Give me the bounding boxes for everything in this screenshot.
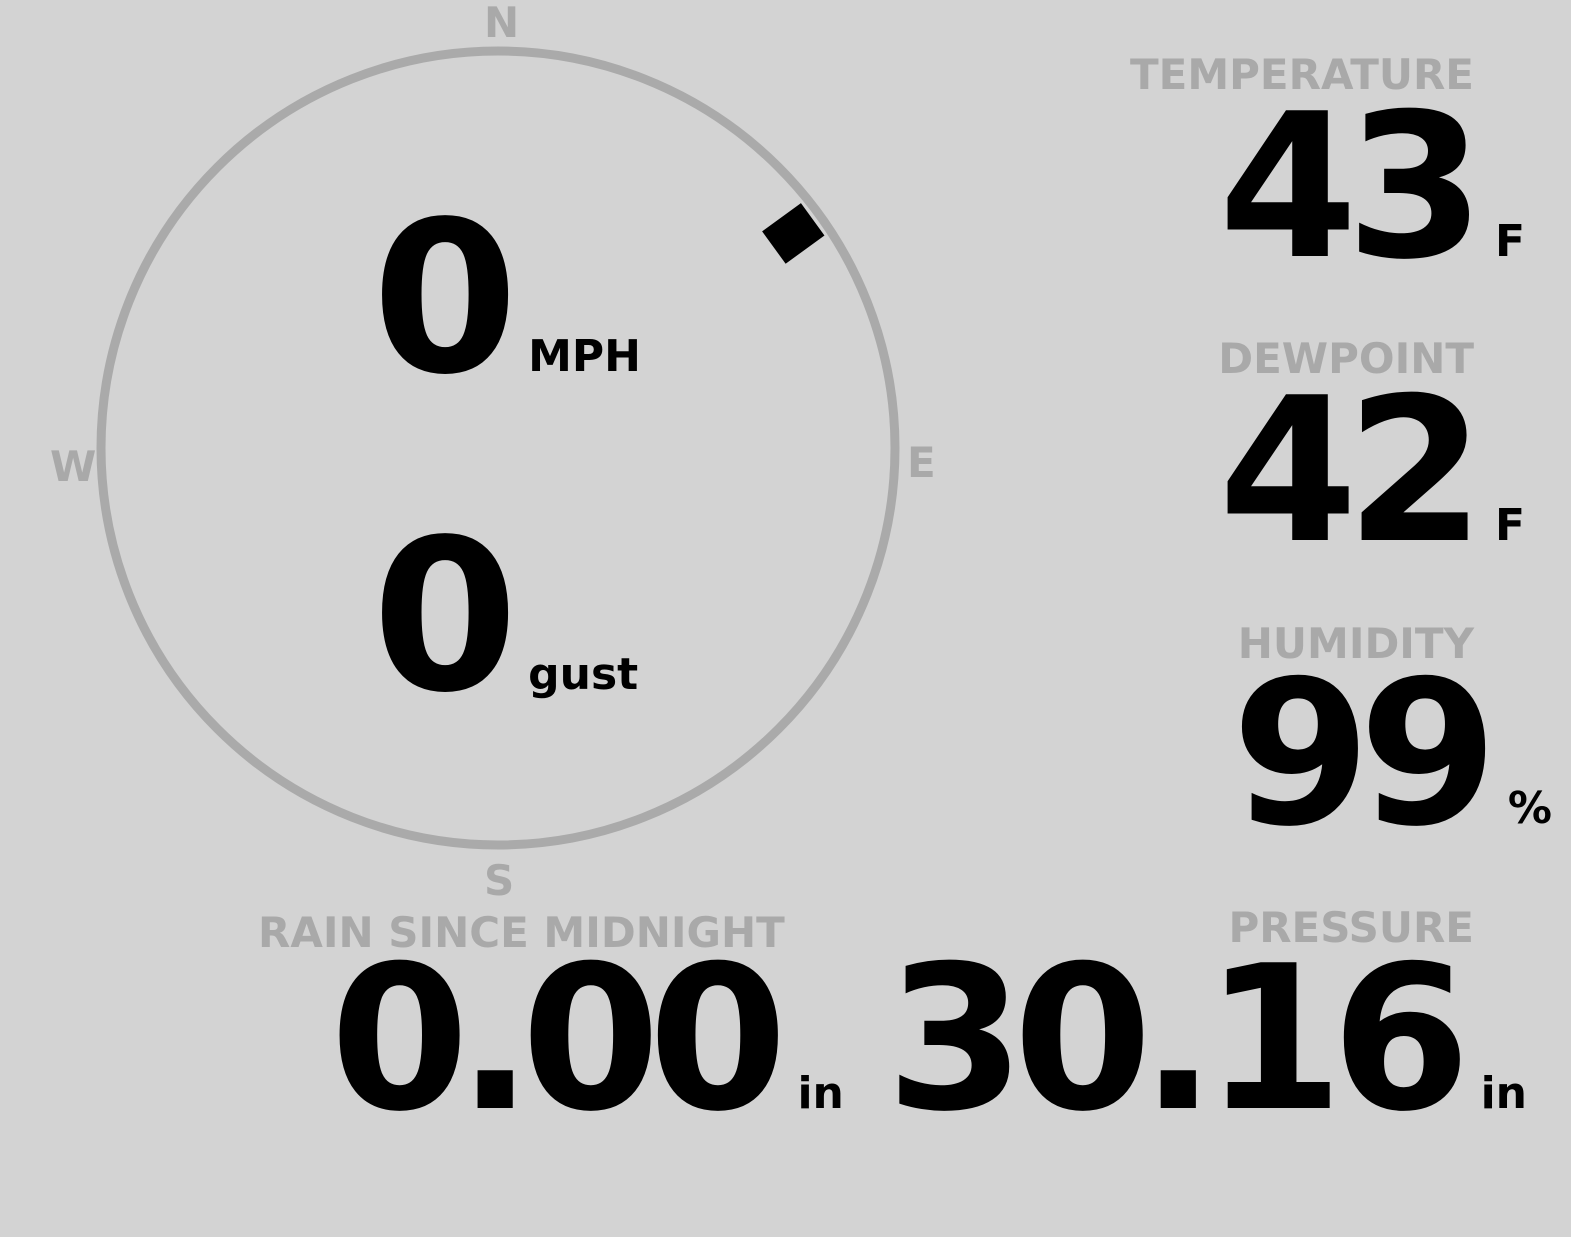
temperature-readout: 43 F <box>1219 88 1525 288</box>
pressure-label: PRESSURE <box>1228 903 1474 952</box>
compass-east: E <box>907 438 936 487</box>
wind-speed-value: 0 <box>372 176 518 421</box>
humidity-unit: % <box>1507 783 1552 834</box>
wind-gust-unit: gust <box>528 649 639 700</box>
dewpoint-label: DEWPOINT <box>1218 334 1474 383</box>
pressure-value: 30.16 <box>885 923 1471 1156</box>
humidity-readout: 99 % <box>1232 655 1552 855</box>
wind-direction-marker <box>762 203 825 264</box>
temperature-label: TEMPERATURE <box>1130 50 1474 99</box>
compass-north: N <box>484 0 520 47</box>
pressure-unit: in <box>1480 1068 1527 1119</box>
dewpoint-readout: 42 F <box>1219 372 1525 572</box>
wind-speed-unit: MPH <box>528 331 641 382</box>
compass-west: W <box>50 442 97 491</box>
wind-gust-value: 0 <box>372 494 518 739</box>
compass-south: S <box>484 856 515 905</box>
rain-value: 0.00 <box>330 923 787 1156</box>
wind-gust-readout: 0 gust <box>372 512 638 722</box>
rain-readout: 0.00 in <box>330 940 844 1140</box>
temperature-unit: F <box>1494 216 1525 267</box>
pressure-readout: 30.16 in <box>886 940 1527 1140</box>
compass-ring <box>96 46 900 850</box>
rain-unit: in <box>797 1068 844 1119</box>
temperature-value: 43 <box>1218 71 1485 304</box>
humidity-value: 99 <box>1231 638 1498 871</box>
dewpoint-unit: F <box>1494 500 1525 551</box>
dewpoint-value: 42 <box>1218 355 1485 588</box>
rain-label: RAIN SINCE MIDNIGHT <box>258 908 785 957</box>
wind-speed-readout: 0 MPH <box>372 194 641 404</box>
humidity-label: HUMIDITY <box>1237 619 1474 668</box>
